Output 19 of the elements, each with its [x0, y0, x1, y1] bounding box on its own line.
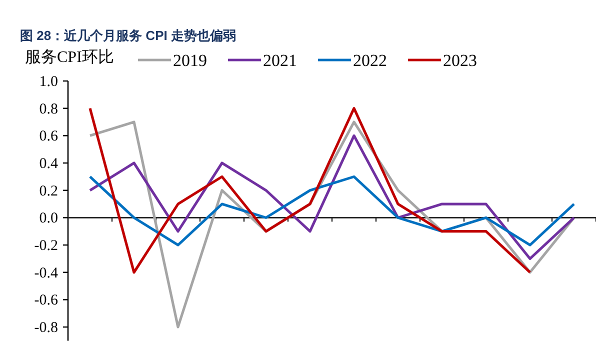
legend-label: 2023 — [443, 51, 477, 70]
y-tick-label: 1.0 — [39, 74, 58, 90]
line-series — [88, 107, 532, 274]
y-tick-label: 0.0 — [39, 210, 58, 227]
y-tick-label: 0.8 — [39, 101, 58, 118]
chart-title: 图 28：近几个月服务 CPI 走势也偏弱 — [20, 28, 236, 43]
y-tick-label: -0.4 — [34, 265, 58, 282]
legend-label: 2021 — [263, 51, 297, 70]
y-tick-label: -0.2 — [34, 238, 58, 254]
y-axis-title: 服务CPI环比 — [25, 48, 114, 66]
y-tick-label: 0.2 — [39, 183, 58, 200]
line-series — [88, 134, 576, 260]
line-series — [88, 175, 576, 246]
y-tick-label: 0.6 — [39, 128, 58, 145]
legend-label: 2019 — [173, 51, 207, 70]
y-tick-label: -0.6 — [34, 292, 58, 309]
legend-label: 2022 — [353, 51, 387, 70]
y-tick-label: -0.8 — [34, 320, 58, 336]
y-tick-label: 0.4 — [39, 156, 58, 172]
